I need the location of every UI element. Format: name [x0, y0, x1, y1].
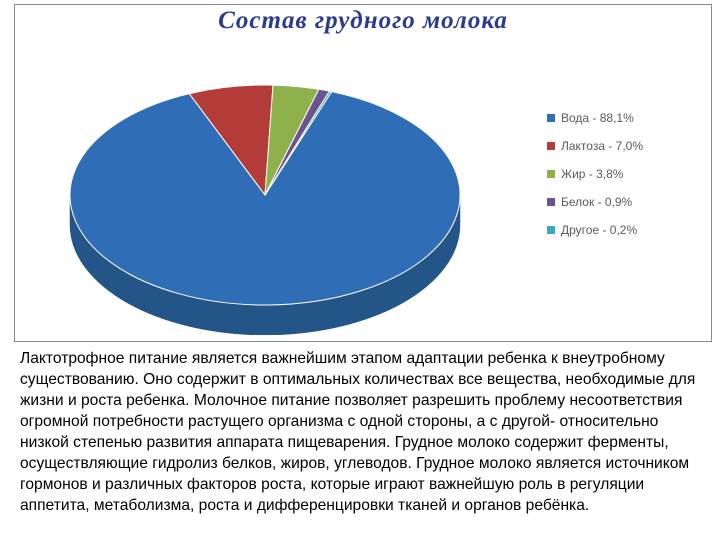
legend-label: Другое - 0,2%: [561, 223, 637, 237]
pie-chart: [55, 45, 475, 335]
legend-label: Жир - 3,8%: [561, 167, 623, 181]
legend-item: Другое - 0,2%: [547, 223, 697, 237]
legend-item: Лактоза - 7,0%: [547, 139, 697, 153]
body-paragraph: Лактотрофное питание является важнейшим …: [20, 348, 700, 516]
legend-label: Вода - 88,1%: [561, 111, 634, 125]
legend-swatch: [547, 226, 555, 234]
legend-swatch: [547, 114, 555, 122]
legend-label: Лактоза - 7,0%: [561, 139, 643, 153]
legend-swatch: [547, 142, 555, 150]
chart-frame: Состав грудного молока Вода - 88,1% Лакто…: [14, 4, 712, 342]
legend-swatch: [547, 170, 555, 178]
legend: Вода - 88,1% Лактоза - 7,0% Жир - 3,8% Бело…: [547, 111, 697, 251]
legend-item: Вода - 88,1%: [547, 111, 697, 125]
chart-title: Состав грудного молока: [15, 7, 711, 35]
legend-swatch: [547, 198, 555, 206]
legend-item: Белок - 0,9%: [547, 195, 697, 209]
legend-item: Жир - 3,8%: [547, 167, 697, 181]
legend-label: Белок - 0,9%: [561, 195, 632, 209]
